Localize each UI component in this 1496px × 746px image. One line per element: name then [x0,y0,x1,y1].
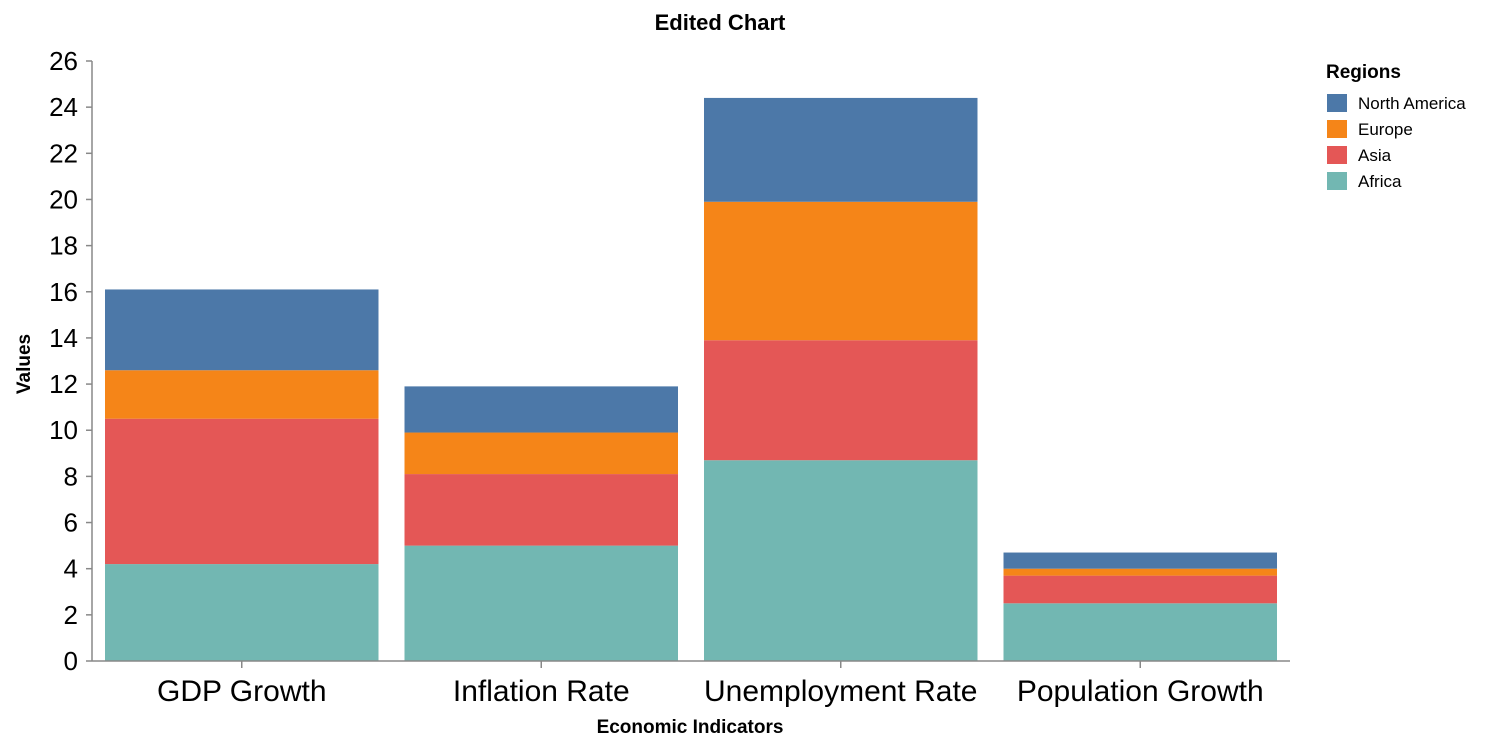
y-tick-label: 12 [49,369,78,399]
bar-africa-population-growth [1003,603,1277,661]
bar-europe-inflation-rate [404,432,678,475]
bar-north-america-gdp-growth [105,289,379,371]
y-tick-label: 18 [49,231,78,261]
bar-asia-unemployment-rate [704,340,978,461]
bar-europe-unemployment-rate [704,201,978,341]
y-tick-label: 2 [64,600,78,630]
y-tick-label: 24 [49,92,78,122]
y-axis-title: Values [14,334,35,394]
x-tick-label: Inflation Rate [453,675,630,708]
bar-africa-inflation-rate [404,545,678,661]
bars-group [105,97,1277,661]
y-tick-label: 20 [49,184,78,214]
legend-swatch-asia [1327,146,1347,164]
bar-asia-population-growth [1003,575,1277,604]
bar-asia-gdp-growth [105,418,379,565]
y-tick-label: 8 [64,461,78,491]
bar-asia-inflation-rate [404,474,678,546]
x-tick-label: Population Growth [1017,675,1264,708]
x-tick-label: Unemployment Rate [704,675,977,708]
legend: Regions North America Europe Asia Africa [1326,62,1466,191]
legend-label: Africa [1358,172,1402,191]
x-axis: GDP Growth Inflation Rate Unemployment Rat… [92,660,1290,708]
y-tick-label: 4 [64,554,78,584]
bar-africa-gdp-growth [105,564,379,661]
legend-swatch-europe [1327,120,1347,138]
legend-swatch-north-america [1327,94,1347,112]
legend-swatch-africa [1327,172,1347,190]
y-tick-label: 26 [49,46,78,76]
legend-title: Regions [1326,62,1401,83]
bar-europe-gdp-growth [105,370,379,419]
y-tick-label: 16 [49,277,78,307]
bar-north-america-population-growth [1003,552,1277,569]
bar-north-america-inflation-rate [404,386,678,433]
legend-label: Asia [1358,146,1392,165]
bar-north-america-unemployment-rate [704,97,978,202]
chart-title: Edited Chart [655,10,786,35]
x-tick-label: GDP Growth [157,675,327,708]
bar-africa-unemployment-rate [704,460,978,661]
legend-label: Europe [1358,120,1413,139]
x-axis-title: Economic Indicators [597,717,784,738]
y-tick-label: 6 [64,508,78,538]
y-tick-label: 0 [64,646,78,676]
y-tick-label: 22 [49,138,78,168]
bar-europe-population-growth [1003,568,1277,576]
y-tick-label: 14 [49,323,78,353]
y-tick-label: 10 [49,415,78,445]
legend-label: North America [1358,94,1466,113]
